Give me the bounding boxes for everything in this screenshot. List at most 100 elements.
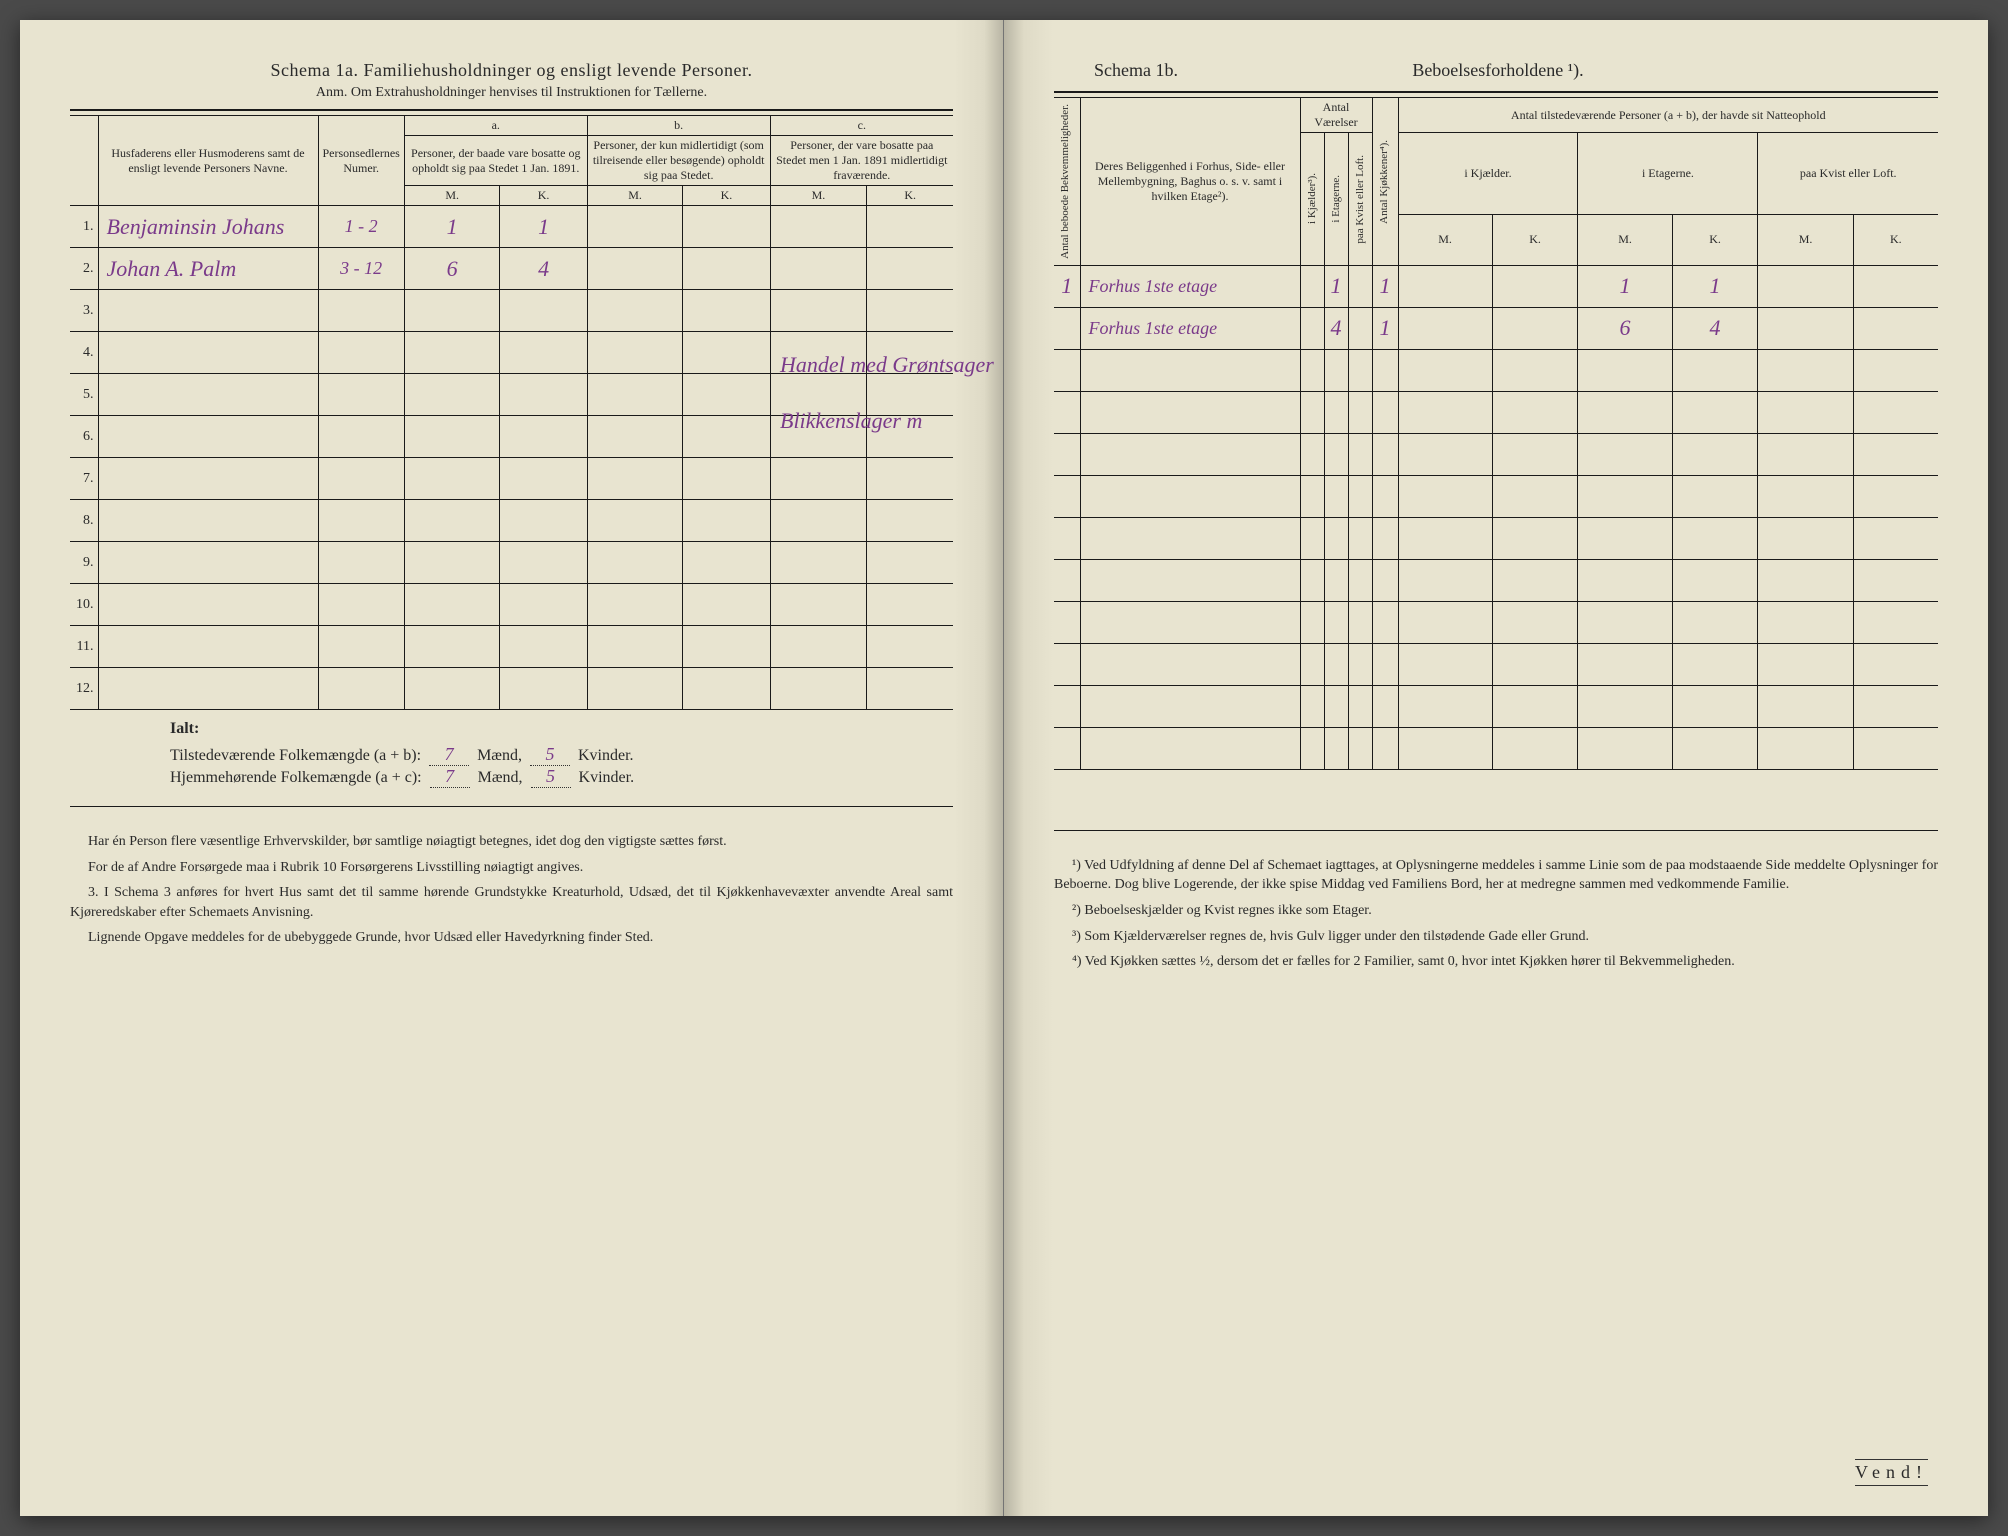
table-row: 5. (70, 374, 953, 416)
pers-loft-k (1853, 727, 1938, 769)
row-number: 2. (70, 248, 98, 290)
person-name (98, 542, 318, 584)
b-k (683, 458, 770, 500)
table-row: 4. (70, 332, 953, 374)
c-m (770, 542, 867, 584)
pers-kjaelder-k (1492, 475, 1578, 517)
table-row: 3. (70, 290, 953, 332)
pers-etager-m (1578, 727, 1672, 769)
c-k (867, 458, 953, 500)
pers-etager-m (1578, 349, 1672, 391)
group-c-text: Personer, der vare bosatte paa Stedet me… (770, 136, 953, 186)
pers-kjaelder-k (1492, 559, 1578, 601)
b-k (683, 668, 770, 710)
vaer-kjaelder (1300, 349, 1324, 391)
totals-block: Ialt: Tilstedeværende Folkemængde (a + b… (70, 720, 953, 788)
bekv-count (1054, 727, 1080, 769)
kjokkener (1372, 643, 1398, 685)
vaer-loft (1348, 727, 1372, 769)
table-row: 9. (70, 542, 953, 584)
c-k (867, 206, 953, 248)
kjokkener (1372, 601, 1398, 643)
row-number: 11. (70, 626, 98, 668)
pers-etager-m (1578, 643, 1672, 685)
bekv-count (1054, 475, 1080, 517)
sedler-numer (318, 500, 404, 542)
sedler-numer (318, 626, 404, 668)
b-m (587, 416, 683, 458)
a-k (500, 332, 587, 374)
c-m (770, 332, 867, 374)
vaer-loft (1348, 349, 1372, 391)
pers-kjaelder-m (1398, 265, 1492, 307)
a-m (404, 626, 500, 668)
a-k (500, 584, 587, 626)
vaer-etager (1324, 517, 1348, 559)
kjokkener: 1 (1372, 265, 1398, 307)
pers-loft-m (1758, 727, 1853, 769)
vaer-kjaelder (1300, 307, 1324, 349)
vaer-loft (1348, 265, 1372, 307)
pers-kjaelder-k (1492, 727, 1578, 769)
vaer-kjaelder (1300, 475, 1324, 517)
vaer-kjaelder (1300, 685, 1324, 727)
b-k (683, 500, 770, 542)
sedler-numer (318, 668, 404, 710)
c-m (770, 248, 867, 290)
pers-etager-m: 6 (1578, 307, 1672, 349)
kjokkener (1372, 391, 1398, 433)
b-k (683, 584, 770, 626)
b-k (683, 248, 770, 290)
c-k (867, 332, 953, 374)
sedler-numer: 1 - 2 (318, 206, 404, 248)
beliggenhed (1080, 475, 1300, 517)
person-name (98, 332, 318, 374)
pers-loft-m (1758, 349, 1853, 391)
vaer-loft (1348, 643, 1372, 685)
table-row (1054, 517, 1938, 559)
bekv-count (1054, 349, 1080, 391)
col-sedler: Personsedlernes Numer. (318, 116, 404, 206)
b-m (587, 626, 683, 668)
row-number: 10. (70, 584, 98, 626)
table-row (1054, 391, 1938, 433)
pers-kjaelder-k (1492, 433, 1578, 475)
schema-1a-subtitle: Anm. Om Extrahusholdninger henvises til … (70, 85, 953, 101)
table-row: Forhus 1ste etage4164 (1054, 307, 1938, 349)
beliggenhed (1080, 349, 1300, 391)
b-m (587, 542, 683, 584)
pers-kjaelder-m (1398, 601, 1492, 643)
vaer-etager: 4 (1324, 307, 1348, 349)
pers-etager-m (1578, 559, 1672, 601)
pers-etager-k (1672, 517, 1758, 559)
b-m (587, 668, 683, 710)
vaer-kjaelder (1300, 559, 1324, 601)
person-name: Johan A. Palm (98, 248, 318, 290)
c-k (867, 374, 953, 416)
col-kjokkener: Antal Kjøkkener⁴). (1377, 136, 1391, 228)
vaer-etager (1324, 391, 1348, 433)
person-name (98, 626, 318, 668)
bekv-count: 1 (1054, 265, 1080, 307)
person-name (98, 416, 318, 458)
table-row (1054, 475, 1938, 517)
vend-label: Vend! (1855, 1459, 1928, 1486)
a-m (404, 416, 500, 458)
schema-1a-table: Husfaderens eller Husmoderens samt de en… (70, 115, 953, 710)
beliggenhed (1080, 727, 1300, 769)
c-m (770, 374, 867, 416)
sedler-numer (318, 458, 404, 500)
pers-etager-k (1672, 349, 1758, 391)
row-number: 12. (70, 668, 98, 710)
table-row: 1Forhus 1ste etage1111 (1054, 265, 1938, 307)
note-p1: Har én Person flere væsentlige Erhvervsk… (70, 832, 953, 852)
b-k (683, 206, 770, 248)
bekv-count (1054, 685, 1080, 727)
pers-loft-k (1853, 559, 1938, 601)
person-name (98, 374, 318, 416)
pers-kjaelder-m (1398, 349, 1492, 391)
vaer-kjaelder (1300, 265, 1324, 307)
divider (1054, 830, 1938, 831)
pers-etager-m: 1 (1578, 265, 1672, 307)
table-row (1054, 601, 1938, 643)
